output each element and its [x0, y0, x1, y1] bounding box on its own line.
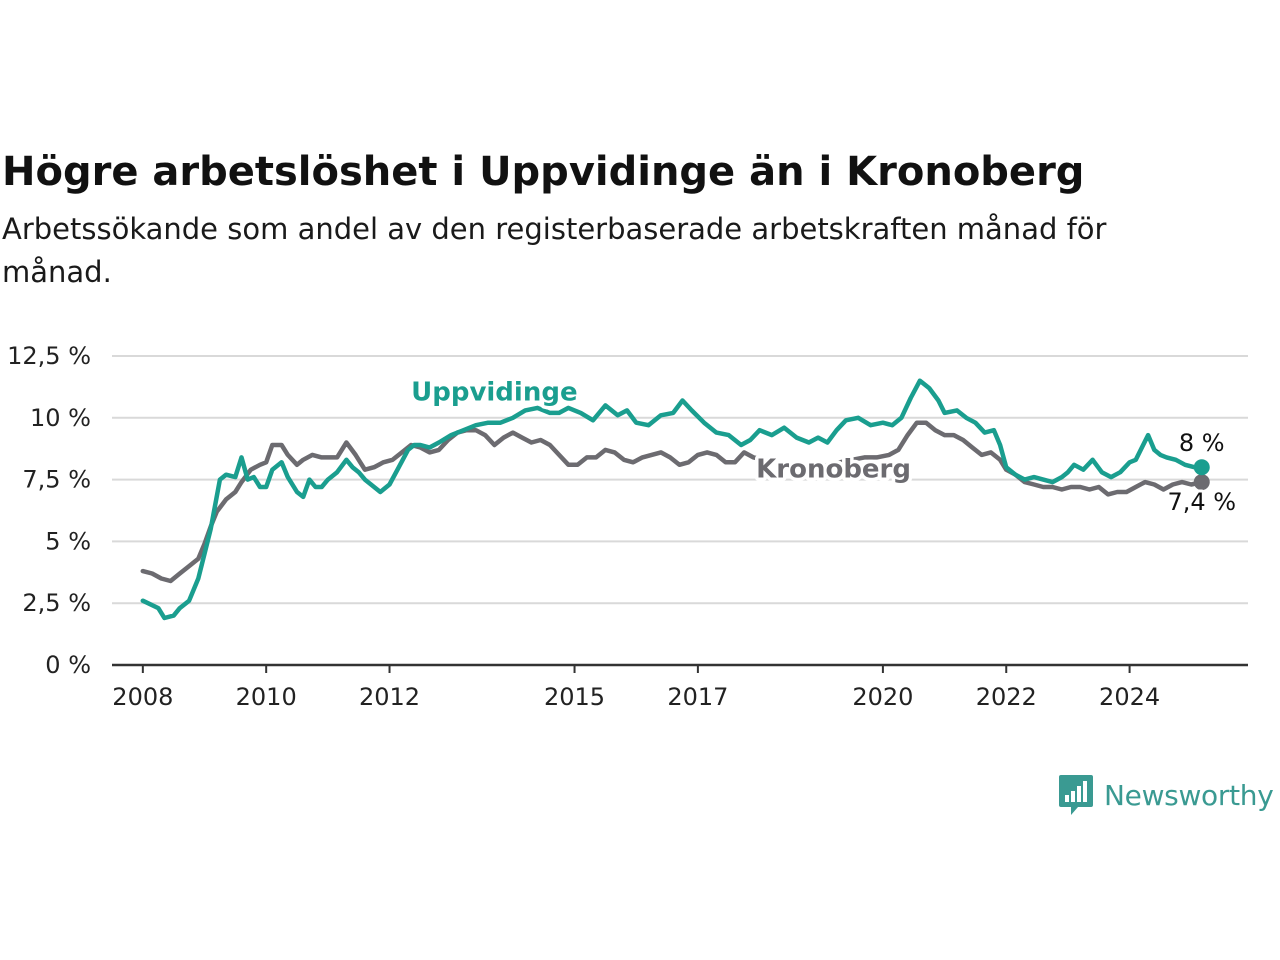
x-tick-label: 2015 [544, 683, 605, 711]
x-axis-tick-labels: 2008 2010 2012 2015 2017 2020 2022 2024 [112, 683, 1160, 711]
newsworthy-logo: Newsworthy [1058, 772, 1274, 818]
series-line-kronoberg [140, 420, 1204, 584]
chart-subtitle: Arbetssökande som andel av den registerb… [2, 212, 1107, 289]
x-tick-label: 2022 [976, 683, 1037, 711]
series-lines [140, 378, 1210, 621]
x-tick-label: 2017 [667, 683, 728, 711]
series-label-kronoberg: Kronoberg [756, 455, 911, 485]
x-tick-label: 2024 [1099, 683, 1160, 711]
y-tick-label: 5 % [45, 527, 91, 555]
y-axis-tick-labels: 0 % 2,5 % 5 % 7,5 % 10 % 12,5 % [7, 342, 91, 679]
series-label-uppvidinge: Uppvidinge [411, 377, 577, 407]
end-marker-kronoberg [1193, 474, 1210, 491]
gridlines [112, 355, 1248, 605]
brand-name: Newsworthy [1104, 778, 1274, 812]
x-tick-label: 2012 [359, 683, 420, 711]
y-tick-label: 12,5 % [7, 342, 91, 370]
x-tick-label: 2008 [112, 683, 173, 711]
end-marker-uppvidinge [1193, 459, 1210, 476]
x-axis [112, 663, 1248, 673]
x-tick-label: 2020 [852, 683, 913, 711]
bar-chart-speech-bubble-icon [1059, 775, 1093, 815]
end-value-label-uppvidinge: 8 % [1179, 429, 1225, 457]
series-labels: Uppvidinge Kronoberg 8 % 7,4 % [408, 374, 1239, 519]
x-tick-label: 2010 [236, 683, 297, 711]
series-line-uppvidinge [140, 378, 1204, 621]
y-tick-label: 10 % [30, 404, 91, 432]
y-tick-label: 0 % [45, 651, 91, 679]
y-tick-label: 2,5 % [22, 589, 91, 617]
chart-title: Högre arbetslöshet i Uppvidinge än i Kro… [2, 149, 1085, 195]
end-value-label-kronoberg: 7,4 % [1167, 488, 1236, 516]
y-tick-label: 7,5 % [22, 466, 91, 494]
